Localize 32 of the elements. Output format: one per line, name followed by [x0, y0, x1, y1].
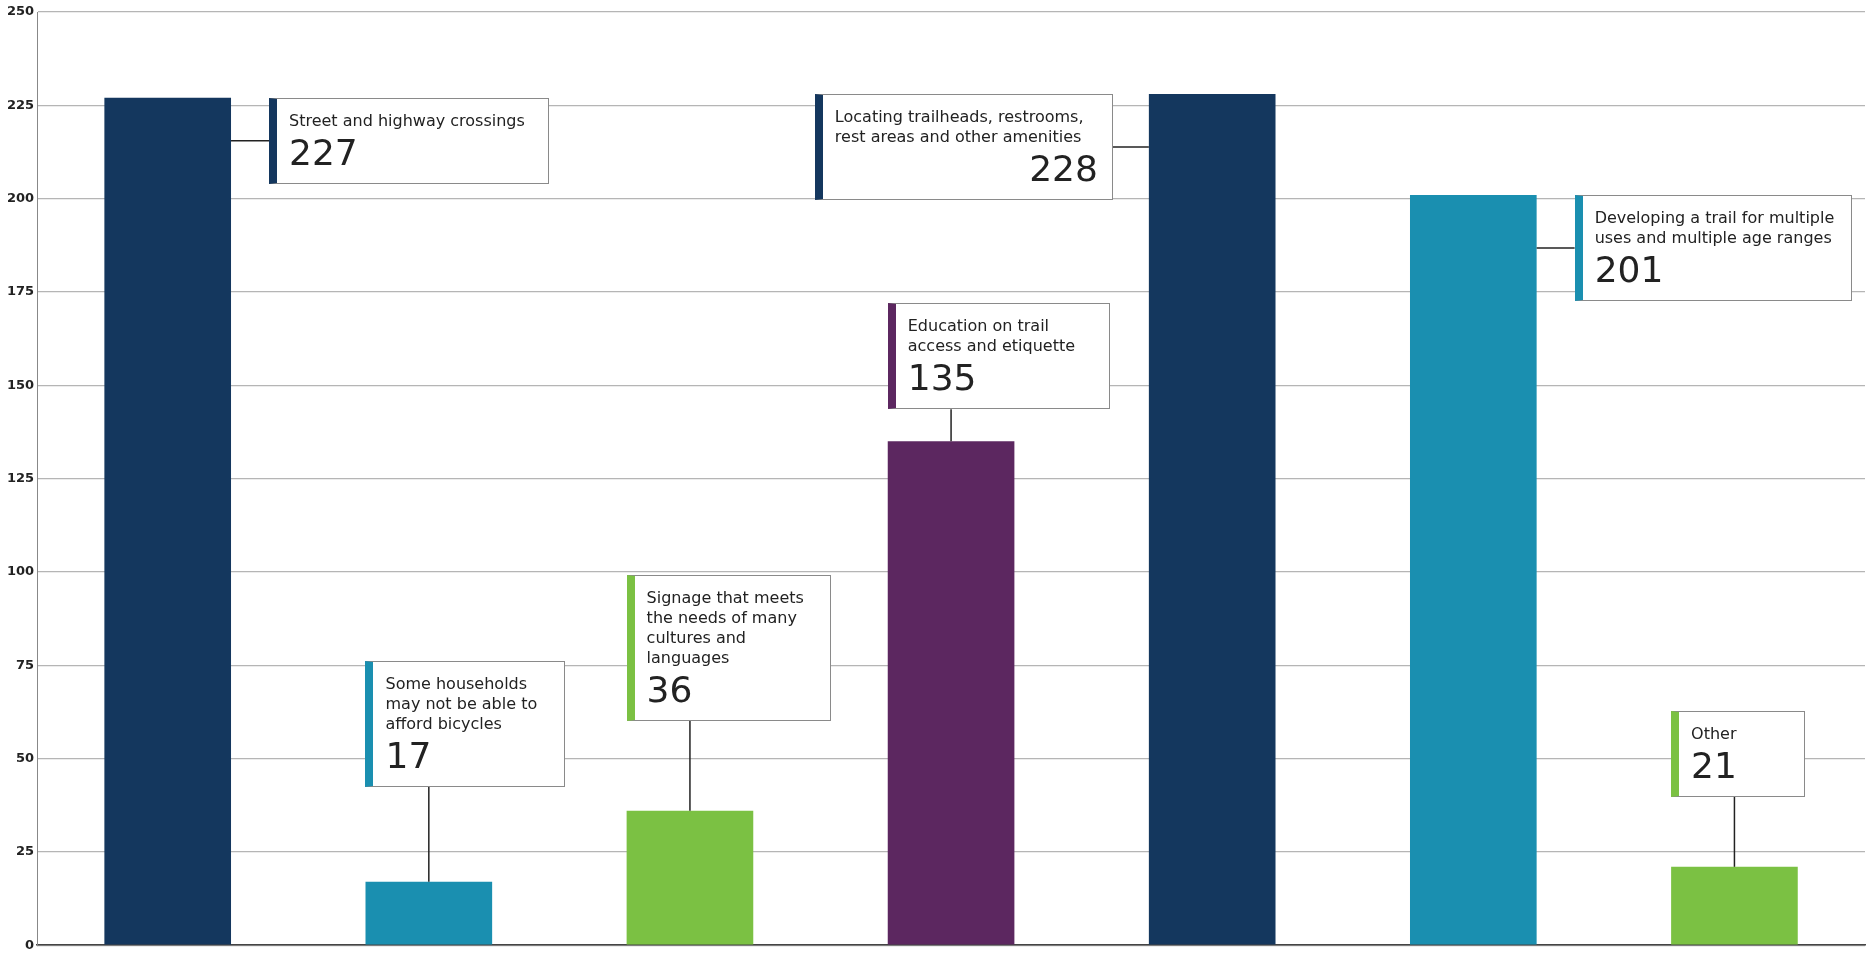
- bar: [626, 810, 754, 945]
- bar: [1409, 194, 1537, 945]
- annotation: Signage that meets the needs of many cultures and languages: [646, 587, 805, 668]
- y-tick-label: 225: [7, 96, 35, 112]
- y-tick-label: 0: [25, 936, 35, 952]
- annotation: Street and highway crossings: [289, 110, 526, 131]
- y-tick-label: 125: [7, 469, 35, 485]
- data-label: 36: [646, 667, 694, 712]
- y-tick-label: 250: [7, 3, 35, 19]
- y-tick-label: 150: [7, 376, 35, 392]
- data-label: 135: [907, 356, 978, 401]
- bar: [1671, 866, 1798, 945]
- annotation: Developing a trail for multiple uses and multiple age ranges: [1594, 207, 1836, 248]
- y-tick-label: 25: [16, 843, 35, 859]
- bar: [887, 441, 1015, 945]
- data-label: 17: [385, 733, 433, 778]
- bar: [1148, 94, 1276, 945]
- y-tick-label: 100: [7, 563, 35, 579]
- y-tick-label: 75: [16, 656, 35, 672]
- bar: [104, 97, 232, 945]
- y-tick-label: 50: [16, 749, 35, 765]
- bar: [365, 881, 493, 945]
- annotation: Education on trail access and etiquette: [907, 316, 1076, 357]
- data-label: 227: [289, 130, 359, 175]
- data-label: 228: [1028, 147, 1098, 192]
- y-tick-label: 200: [7, 190, 35, 206]
- data-label: 201: [1594, 247, 1665, 292]
- annotation: Other: [1691, 723, 1738, 744]
- data-label: 21: [1691, 743, 1738, 788]
- annotation: Locating trailheads, restrooms, rest areas and other amenities: [834, 107, 1085, 148]
- y-tick-label: 175: [7, 283, 35, 299]
- annotation: Some households may not be able to afford bicycles: [385, 673, 539, 734]
